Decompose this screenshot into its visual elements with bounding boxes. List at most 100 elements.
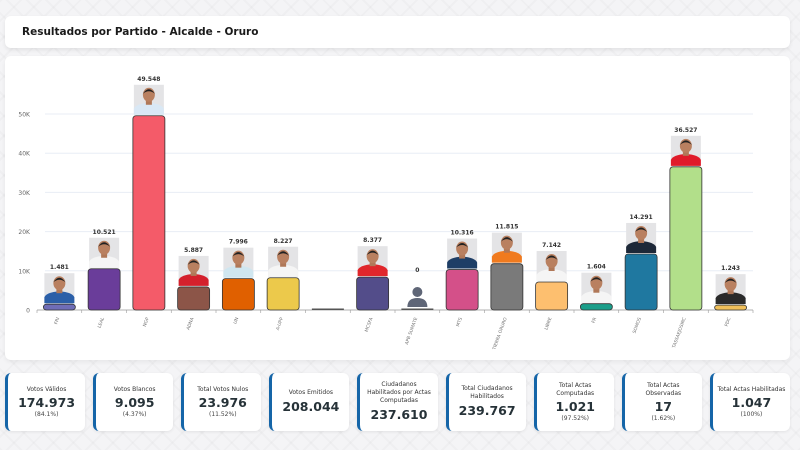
x-tick-label: SOMOS: [632, 317, 643, 335]
bar-group: 14.291 SOMOS: [624, 214, 658, 335]
bar: [579, 303, 613, 311]
bar-chart: 0 10K 20K 30K 40K 50K 1.481 FRI 10.521 LEAL 49.548…: [18, 76, 754, 352]
value-label: 7.996: [229, 239, 248, 246]
x-tick-label: NGP: [142, 316, 151, 327]
candidate-shirt: [670, 153, 701, 166]
page-title: Resultados por Partido - Alcalde - Oruro: [22, 26, 259, 38]
x-tick-label: MCSFA: [364, 316, 375, 333]
candidate-photo: [581, 272, 612, 303]
candidate-shirt: [536, 269, 567, 282]
candidate-hair: [366, 250, 379, 256]
candidate-neck: [369, 261, 376, 267]
stat-value: 174.973: [18, 395, 76, 411]
candidate-neck: [459, 253, 466, 259]
stat-value: 1.021: [555, 399, 595, 415]
bar: [490, 263, 524, 311]
stat-percent: (97.52%): [561, 415, 589, 423]
stat-value: 17: [654, 399, 673, 415]
value-label: 1.604: [587, 264, 606, 271]
value-label: 1.243: [721, 265, 740, 272]
candidate-photo: [357, 246, 388, 277]
candidate-neck: [101, 252, 108, 258]
bar-group: 5.887 ADNA: [177, 247, 211, 331]
stat-value: 239.767: [458, 402, 516, 418]
x-tick-label: PDC: [724, 317, 733, 328]
candidate-shirt: [626, 240, 657, 253]
candidate-photo: [178, 255, 209, 286]
x-tick-label: A-UPP: [275, 316, 285, 331]
bar-group: 7.142 LIBRE: [535, 242, 569, 331]
stat-card-votos-emitidos: Votos Emitidos 208.044: [269, 373, 350, 431]
candidate-neck: [638, 237, 645, 243]
title-card: Resultados por Partido - Alcalde - Oruro: [5, 16, 790, 48]
candidate-photo: [491, 232, 522, 263]
candidate-hair: [456, 243, 469, 248]
candidate-photo: [133, 84, 164, 115]
value-label: 0: [415, 267, 419, 274]
candidate-neck: [56, 288, 63, 294]
x-tick-label: TASSAEJOSIRC: [671, 317, 688, 350]
avatar-head: [412, 287, 423, 297]
stat-label: Votos Emitidos: [288, 389, 334, 397]
stats-row: Votos Válidos 174.973 (84.1%) Votos Blan…: [5, 373, 790, 431]
stat-card-votos-validos: Votos Válidos 174.973 (84.1%): [5, 373, 86, 431]
stat-label: Ciudadanos Habilitados por Actas Computa…: [367, 381, 431, 404]
stat-value: 23.976: [198, 395, 247, 411]
y-tick-label: 50K: [18, 112, 31, 119]
candidate-shirt: [491, 250, 522, 263]
bar: [445, 269, 479, 311]
bar-group: 49.548 NGP: [132, 76, 166, 328]
value-label: 10.521: [93, 229, 116, 236]
candidate-hair: [545, 255, 558, 261]
x-tick-label: ADNA: [185, 316, 195, 331]
stat-label: Total Ciudadanos Habilitados: [461, 385, 513, 400]
candidate-shirt: [715, 292, 746, 305]
stat-percent: (4.37%): [122, 411, 147, 419]
candidate-photo: [536, 251, 567, 282]
y-tick-label: 30K: [18, 190, 31, 197]
stat-label: Votos Válidos: [26, 385, 67, 393]
candidate-photo: [268, 246, 299, 277]
bar-group: 8.377 MCSFA: [356, 237, 390, 333]
candidate-photo: [670, 135, 701, 166]
candidate-hair: [500, 237, 513, 242]
candidate-photo: [89, 237, 120, 268]
bar-group: 1.604 FR: [579, 264, 613, 324]
stat-percent: (11.52%): [208, 411, 237, 419]
candidate-photo: [715, 274, 746, 305]
y-tick-label: 0: [26, 308, 30, 315]
candidate-hair: [53, 277, 66, 283]
candidate-shirt: [581, 290, 612, 303]
candidate-neck: [503, 247, 510, 253]
stat-card-votos-blancos: Votos Blancos 9.095 (4.37%): [93, 373, 174, 431]
stat-label: Votos Blancos: [113, 385, 156, 393]
candidate-hair: [98, 242, 111, 247]
value-label: 8.227: [274, 238, 293, 245]
stat-card-ciudadanos-actas: Ciudadanos Habilitados por Actas Computa…: [357, 373, 438, 431]
bar-group: 11.815 TIERRA ORURO: [490, 224, 524, 352]
bar-group: 1.481 FRI: [42, 264, 76, 325]
bar: [714, 304, 748, 311]
bar: [669, 166, 703, 311]
bar: [177, 286, 211, 311]
bar-group: 8.227 A-UPP: [266, 238, 300, 331]
bar-group: [311, 308, 344, 310]
y-tick-label: 20K: [18, 229, 31, 236]
bar: [87, 268, 121, 311]
candidate-neck: [548, 266, 555, 272]
value-label: 7.142: [542, 242, 561, 249]
stat-value: 237.610: [370, 406, 428, 422]
candidate-shirt: [447, 256, 478, 269]
candidate-photo: [626, 222, 657, 253]
x-tick-label: LEAL: [97, 316, 107, 329]
stat-label: Total Actas Computadas: [556, 381, 595, 397]
stat-value: 208.044: [282, 398, 340, 414]
value-label: 36.527: [674, 127, 697, 134]
candidate-neck: [682, 150, 689, 156]
bar-group: 0 APB SUMATE: [401, 267, 434, 346]
candidate-neck: [235, 262, 242, 268]
candidate-hair: [232, 252, 245, 257]
stat-percent: (1.62%): [651, 415, 676, 423]
bar: [221, 278, 255, 311]
candidate-shirt: [357, 264, 388, 277]
